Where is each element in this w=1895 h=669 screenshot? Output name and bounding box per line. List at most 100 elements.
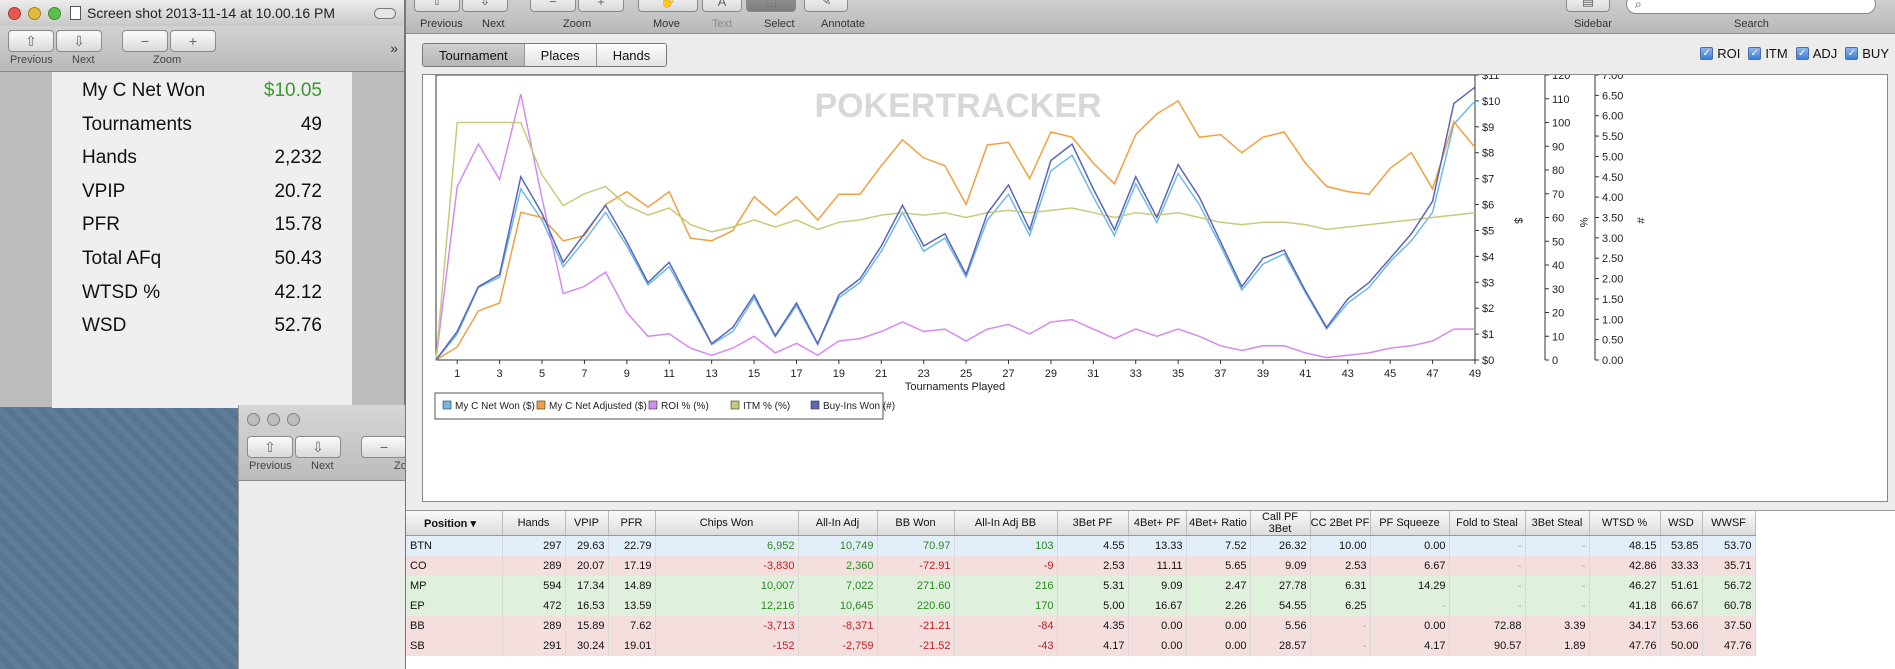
column-header[interactable]: Hands (502, 511, 566, 536)
table-cell: 13.59 (608, 595, 656, 616)
table-cell: -21.52 (877, 635, 955, 656)
text-label: Text (712, 18, 733, 30)
annotate-button[interactable]: ✎ (804, 0, 848, 12)
column-header[interactable]: 3Bet PF (1057, 511, 1129, 536)
previous-button[interactable]: ⇧ (247, 436, 293, 458)
table-cell: - (1525, 575, 1590, 596)
previous-button[interactable]: ⇧ (8, 30, 54, 52)
table-cell: 16.67 (1128, 595, 1187, 616)
y-tick-label: $4 (1482, 251, 1494, 263)
zoom-in-button[interactable]: + (578, 0, 624, 12)
table-cell: 1.89 (1525, 635, 1590, 656)
stat-label: Total AFq (82, 248, 162, 269)
next-button[interactable]: ⇩ (462, 0, 508, 12)
table-cell: 0.00 (1186, 615, 1251, 636)
search-input[interactable]: ⌕ (1626, 0, 1876, 14)
x-tick-label: 19 (833, 368, 845, 380)
hand-icon: ✋ (659, 0, 677, 8)
column-header[interactable]: Position ▾ (406, 511, 503, 536)
table-row[interactable]: CO 289 20.07 17.19 -3,830 2,360 -72.91 -9 2.53 11… (406, 555, 1756, 576)
x-tick-label: 27 (1002, 368, 1014, 380)
table-cell: -21.21 (877, 615, 955, 636)
column-header[interactable]: VPIP (565, 511, 609, 536)
table-cell: 54.55 (1250, 595, 1311, 616)
previous-button[interactable]: ⇧ (414, 0, 460, 12)
column-header[interactable]: PF Squeeze (1370, 511, 1450, 536)
zoom-out-button[interactable]: − (122, 30, 168, 52)
toolbar-toggle-button[interactable] (374, 8, 396, 19)
next-button[interactable]: ⇩ (295, 436, 341, 458)
table-cell: 2,360 (798, 555, 878, 576)
table-cell: 7,022 (798, 575, 878, 596)
table-row[interactable]: MP 594 17.34 14.89 10,007 7,022 271.60 216 5.31 9… (406, 575, 1756, 596)
table-cell: -152 (655, 635, 799, 656)
table-row[interactable]: SB 291 30.24 19.01 -152 -2,759 -21.52 -43 4.17 0.… (406, 635, 1756, 656)
checkbox-checked-icon[interactable]: ✓ (1700, 47, 1714, 60)
text-button[interactable]: A (702, 0, 742, 12)
checkbox-checked-icon[interactable]: ✓ (1748, 47, 1762, 60)
column-header[interactable]: PFR (608, 511, 656, 536)
toggle-itm[interactable]: ✓ ITM (1748, 46, 1788, 61)
checkbox-checked-icon[interactable]: ✓ (1845, 47, 1859, 60)
minimize-button[interactable] (28, 6, 41, 20)
column-header[interactable]: CC 2Bet PF (1310, 511, 1371, 536)
column-header[interactable]: WSD (1660, 511, 1703, 536)
close-button[interactable] (247, 413, 260, 426)
toggle-label: ADJ (1812, 46, 1838, 61)
column-header[interactable]: Fold to Steal (1449, 511, 1526, 536)
table-cell: 0.00 (1370, 535, 1450, 556)
table-row[interactable]: BTN 297 29.63 22.79 6,952 10,749 70.97 103 4.55 1… (406, 535, 1756, 556)
x-tick-label: 47 (1426, 368, 1438, 380)
zoom-window-button[interactable] (48, 6, 61, 20)
table-cell: 170 (954, 595, 1058, 616)
plus-icon: + (188, 33, 198, 49)
move-button[interactable]: ✋ (638, 0, 698, 12)
column-header[interactable]: WTSD % (1589, 511, 1661, 536)
table-row[interactable]: EP 472 16.53 13.59 12,216 10,645 220.60 170 5.00… (406, 595, 1756, 616)
sidebar-button[interactable]: ▤ (1566, 0, 1610, 12)
y-tick-label: $7 (1482, 174, 1494, 186)
column-header[interactable]: 4Bet+ Ratio (1186, 511, 1251, 536)
x-tick-label: 49 (1469, 368, 1481, 380)
table-cell: 46.27 (1589, 575, 1661, 596)
y-tick-label: 20 (1552, 308, 1564, 320)
stat-label: My C Net Won (82, 80, 206, 101)
zoom-out-button[interactable]: − (530, 0, 576, 12)
column-header[interactable]: WWSF (1702, 511, 1756, 536)
table-cell: 14.29 (1370, 575, 1450, 596)
column-header[interactable]: Chips Won (655, 511, 799, 536)
table-cell: 47.76 (1702, 635, 1756, 656)
toggle-buy[interactable]: ✓ BUY (1845, 46, 1889, 61)
x-tick-label: 29 (1045, 368, 1057, 380)
tab-hands[interactable]: Hands (596, 44, 667, 66)
toggle-adj[interactable]: ✓ ADJ (1795, 46, 1838, 61)
stat-value: $10.05 (263, 80, 322, 101)
column-header[interactable]: 3Bet Steal (1525, 511, 1590, 536)
x-tick-label: 3 (497, 368, 503, 380)
minimize-button[interactable] (267, 413, 280, 426)
close-button[interactable] (8, 6, 21, 20)
table-row[interactable]: BB 289 15.89 7.62 -3,713 -8,371 -21.21 -84 4.35 0… (406, 615, 1756, 636)
toggle-roi[interactable]: ✓ ROI (1700, 46, 1740, 61)
zoom-out-button[interactable]: − (361, 436, 407, 458)
y-tick-label: 0.00 (1602, 355, 1623, 367)
zoom-in-button[interactable]: + (170, 30, 216, 52)
column-header[interactable]: 4Bet+ PF (1128, 511, 1187, 536)
title-bar: Screen shot 2013-11-14 at 10.00.16 PM (0, 0, 404, 26)
column-header[interactable]: All-In Adj (798, 511, 878, 536)
tab-tournament[interactable]: Tournament (423, 44, 525, 66)
table-cell: 0.00 (1128, 635, 1187, 656)
legend-swatch (730, 400, 740, 410)
chevron-right-icon[interactable]: » (390, 40, 398, 56)
checkbox-checked-icon[interactable]: ✓ (1795, 47, 1809, 60)
column-header[interactable]: All-In Adj BB (954, 511, 1058, 536)
next-button[interactable]: ⇩ (56, 30, 102, 52)
tab-places[interactable]: Places (524, 44, 597, 66)
x-tick-label: 5 (539, 368, 545, 380)
table-cell: 12,216 (655, 595, 799, 616)
zoom-window-button[interactable] (287, 413, 300, 426)
select-button[interactable]: ⬚ (746, 0, 796, 12)
column-header[interactable]: Call PF 3Bet (1250, 511, 1311, 536)
table-cell: BTN (406, 535, 503, 556)
column-header[interactable]: BB Won (877, 511, 955, 536)
